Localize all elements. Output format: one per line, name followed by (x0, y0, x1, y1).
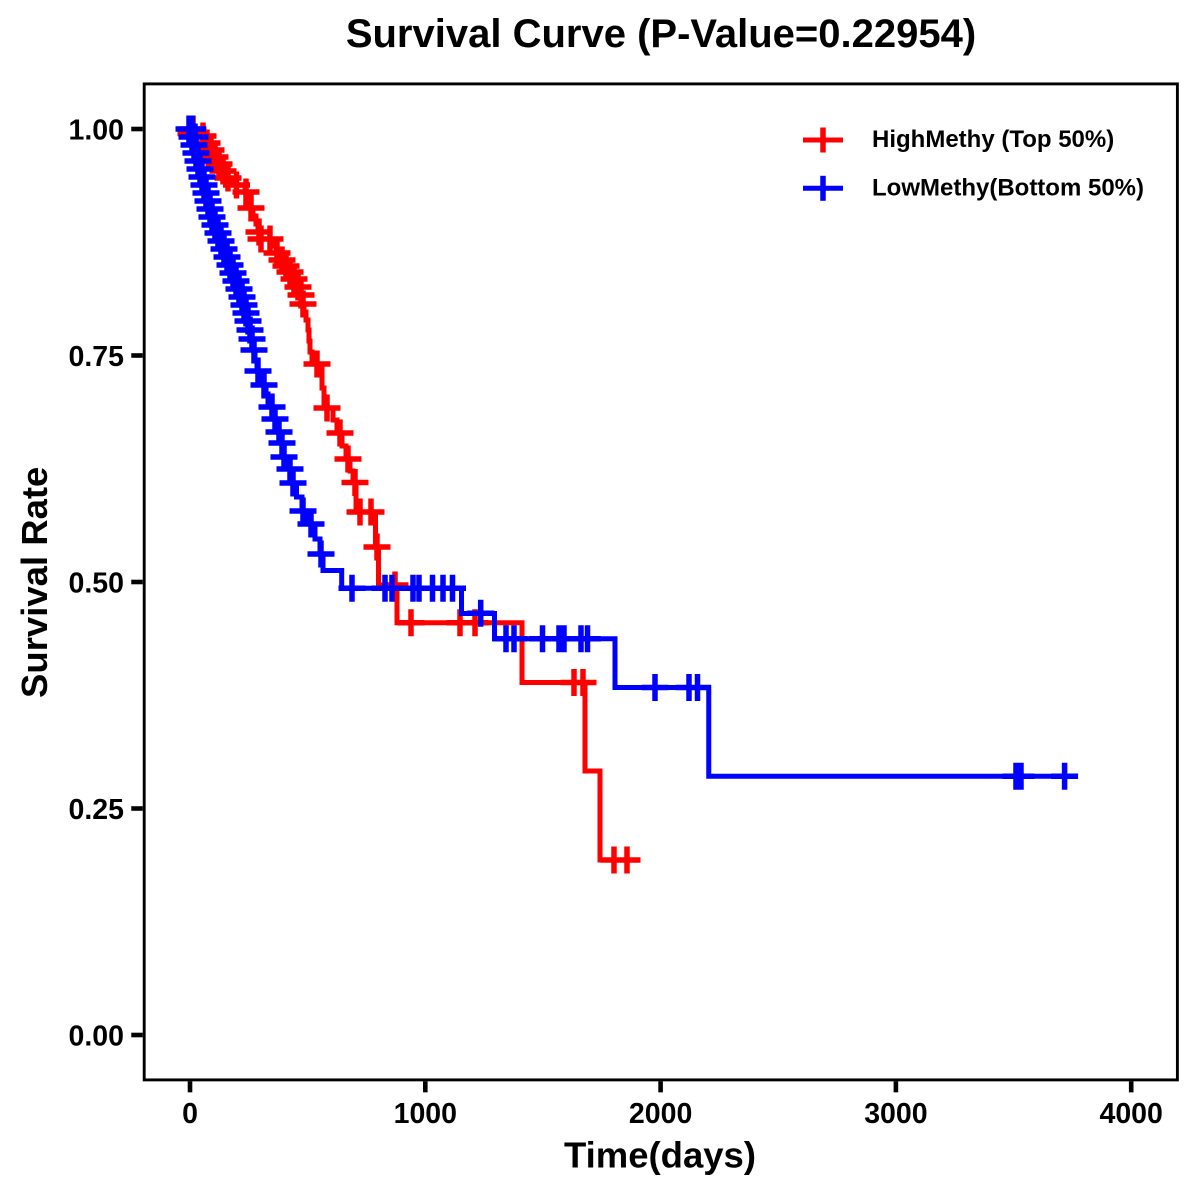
svg-text:0.00: 0.00 (69, 1020, 124, 1052)
svg-text:1000: 1000 (394, 1098, 457, 1130)
svg-text:LowMethy(Bottom 50%): LowMethy(Bottom 50%) (872, 174, 1144, 201)
svg-text:HighMethy (Top 50%): HighMethy (Top 50%) (872, 126, 1114, 153)
svg-text:0.75: 0.75 (69, 341, 125, 373)
svg-text:4000: 4000 (1099, 1098, 1162, 1130)
svg-text:0.50: 0.50 (69, 567, 124, 599)
svg-text:2000: 2000 (629, 1098, 692, 1130)
svg-text:Time(days): Time(days) (564, 1135, 756, 1176)
svg-text:0.25: 0.25 (69, 794, 125, 826)
svg-text:3000: 3000 (864, 1098, 927, 1130)
svg-text:Survival Rate: Survival Rate (14, 467, 55, 698)
svg-text:0: 0 (182, 1098, 198, 1130)
svg-text:1.00: 1.00 (69, 114, 124, 146)
svg-text:Survival Curve (P-Value=0.2295: Survival Curve (P-Value=0.22954) (346, 12, 976, 56)
